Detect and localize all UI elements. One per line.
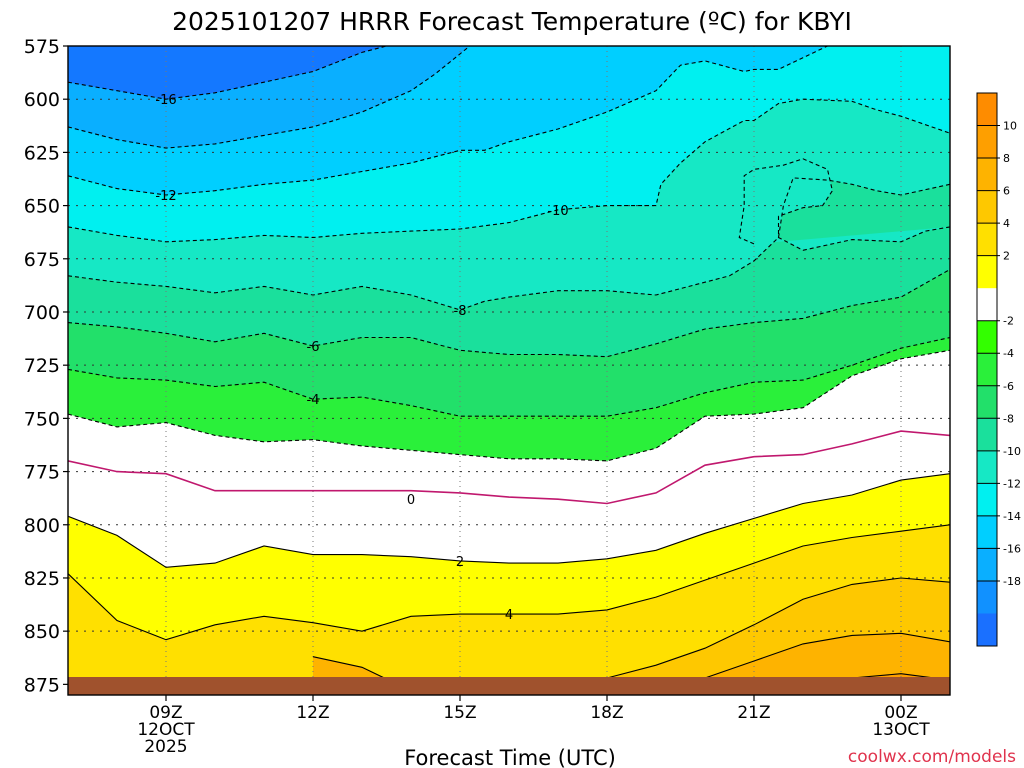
y-tick-label: 600: [24, 89, 60, 111]
colorbar-tick-label: -10: [1003, 445, 1021, 458]
contour-line--12: [68, 46, 828, 196]
contour-label--8: -8: [454, 304, 467, 319]
contour-line--6: [68, 268, 950, 358]
x-tick-label: 09Z: [149, 703, 182, 723]
contour-label-0: 0: [407, 493, 415, 508]
y-tick-label: 825: [24, 568, 60, 590]
colorbar-tick-label: -4: [1003, 347, 1014, 360]
colorbar-tick-label: -18: [1003, 575, 1021, 588]
colorbar-tick-label: -8: [1003, 412, 1014, 425]
colorbar-swatch: [977, 385, 997, 419]
colorbar-swatch: [977, 353, 997, 387]
x-tick-label: 12Z: [296, 703, 329, 723]
y-tick-label: 625: [24, 142, 60, 164]
y-tick-label: 875: [24, 674, 60, 696]
x-tick-label: 18Z: [590, 703, 623, 723]
colorbar-tick-label: -2: [1003, 315, 1014, 328]
contour-line--10: [68, 98, 950, 243]
contour-label--16: -16: [155, 93, 176, 108]
colorbar-tick-label: -6: [1003, 380, 1014, 393]
colorbar-swatch: [977, 320, 997, 354]
plot-area: [68, 46, 950, 695]
colorbar-swatch: [977, 483, 997, 517]
contour-label-4: 4: [505, 608, 513, 623]
band-above-6: [68, 578, 950, 695]
contour-label--6: -6: [307, 340, 320, 355]
y-tick-label: 700: [24, 302, 60, 324]
colorbar-swatch: [977, 418, 997, 452]
colorbar-tick-label: -16: [1003, 542, 1021, 555]
contour-line--2: [68, 349, 950, 462]
color-scale-legend: 10 8 6 4 2 -2 -4 -6 -8 -10 -12 -14 -16 -18: [976, 92, 1021, 647]
y-tick-label: 575: [24, 36, 60, 58]
y-tick-label: 800: [24, 515, 60, 537]
contour-line-2: [68, 473, 950, 568]
colorbar-tick-label: 6: [1003, 185, 1010, 198]
contour-label--10: -10: [547, 204, 568, 219]
y-tick-label: 675: [24, 249, 60, 271]
colorbar-swatch: [977, 190, 997, 224]
colorbar-swatch: [977, 548, 997, 582]
colorbar-swatch: [977, 515, 997, 549]
chart-title: 2025101207 HRRR Forecast Temperature (ºC…: [172, 7, 852, 36]
contour-line--10: [738, 158, 950, 251]
contour-label-2: 2: [456, 555, 464, 570]
ground-strip: [68, 677, 950, 695]
contour-line--14: [68, 46, 471, 149]
contour-line--4: [68, 336, 950, 417]
colorbar-tick-label: 4: [1003, 217, 1010, 230]
colorbar-swatch: [977, 288, 997, 322]
colorbar-swatch: [977, 125, 997, 159]
colorbar-tick-label: 2: [1003, 250, 1010, 263]
contour-line-4: [68, 524, 950, 641]
contour-line--8: [68, 177, 950, 311]
temperature-fill-bands: [68, 46, 950, 695]
x-tick-label: 00Z: [884, 703, 917, 723]
y-tick-label: 725: [24, 355, 60, 377]
x-axis-title: Forecast Time (UTC): [404, 746, 616, 768]
colorbar-tick-label: 10: [1003, 120, 1017, 133]
x-tick-label: 12OCT: [137, 720, 195, 740]
x-tick-label: 13OCT: [872, 720, 930, 740]
y-tick-label: 750: [24, 408, 60, 430]
y-tick-label: 775: [24, 462, 60, 484]
colorbar-swatch: [977, 613, 997, 647]
contour-line--16: [68, 46, 387, 100]
colorbar-swatch: [977, 450, 997, 484]
plot-frame: [67, 45, 951, 696]
grid-lines: [68, 46, 950, 695]
colorbar-swatch: [977, 580, 997, 614]
contour-labels: -16 -12 -10 -8 -6 -4 0 2 4: [155, 93, 568, 623]
colorbar-swatch: [977, 255, 997, 289]
x-tick-label: 15Z: [443, 703, 476, 723]
colorbar-swatch: [977, 223, 997, 257]
colorbar-tick-label: -14: [1003, 510, 1021, 523]
colorbar-swatch: [977, 93, 997, 127]
credit-text: coolwx.com/models: [848, 747, 1016, 767]
pressure-axis: 575 600 625 650 675 700 725 750 775 800 825 850 875: [24, 36, 68, 696]
contour-label--12: -12: [155, 189, 176, 204]
contour-line-0: [68, 430, 950, 505]
x-tick-label: 21Z: [737, 703, 770, 723]
colorbar-tick-label: 8: [1003, 152, 1010, 165]
y-tick-label: 650: [24, 196, 60, 218]
colorbar-swatch: [977, 158, 997, 192]
colorbar-frame: [976, 92, 998, 647]
contour-label--4: -4: [307, 393, 320, 408]
x-tick-label: 2025: [144, 737, 187, 757]
y-tick-label: 850: [24, 621, 60, 643]
colorbar-tick-label: -12: [1003, 477, 1021, 490]
